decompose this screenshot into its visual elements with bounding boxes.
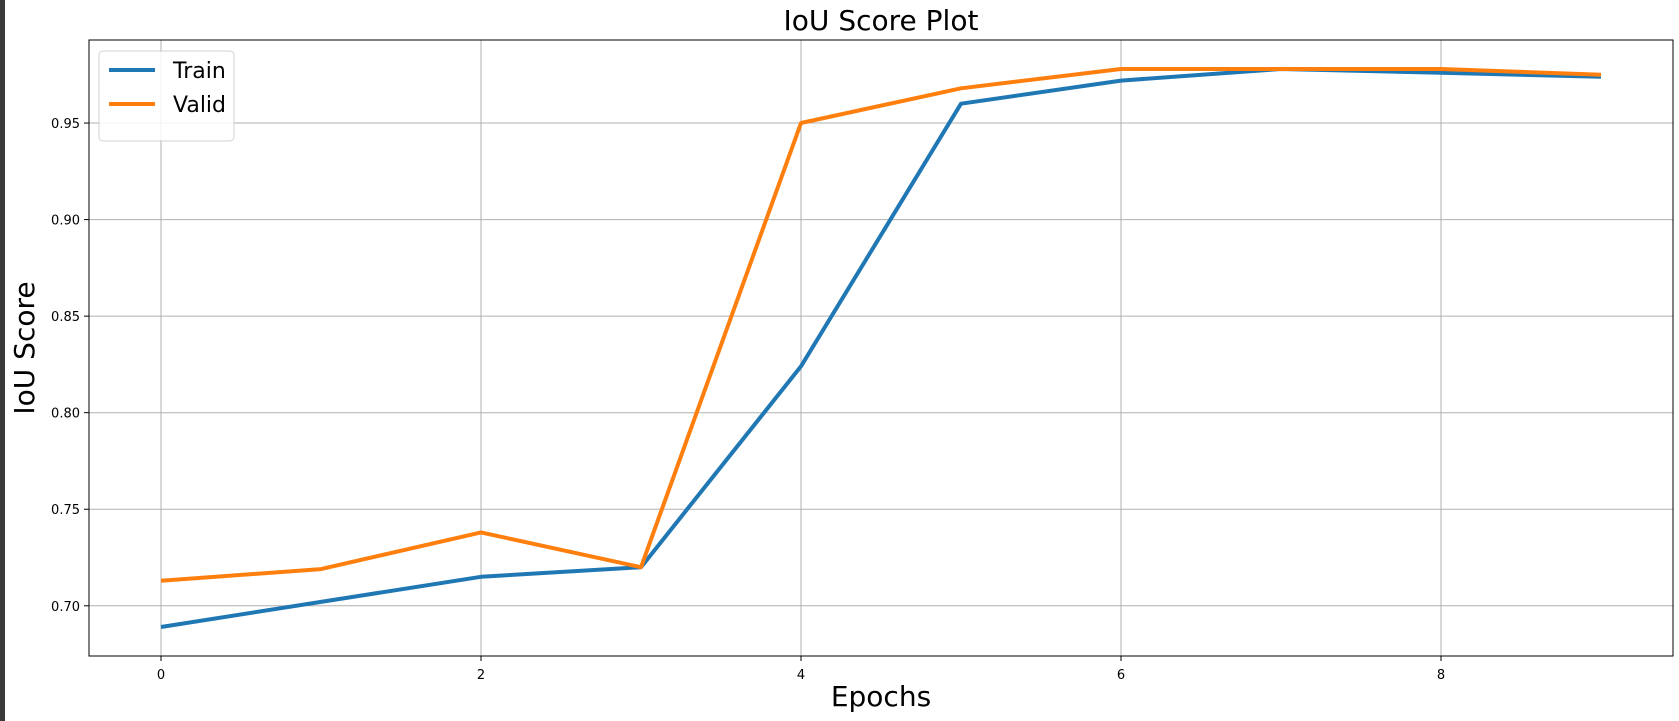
y-tick-label: 0.75 xyxy=(51,503,80,518)
legend-label-valid: Valid xyxy=(173,93,226,118)
series-line-train xyxy=(160,67,1602,629)
legend-box xyxy=(98,50,235,142)
x-tick-label: 2 xyxy=(477,668,485,683)
legend-label-train: Train xyxy=(172,59,226,84)
y-tick-label: 0.70 xyxy=(51,600,80,615)
x-tick-label: 4 xyxy=(797,668,805,683)
y-tick-label: 0.80 xyxy=(51,407,80,422)
legend: Train Valid xyxy=(98,50,235,142)
x-axis-title: Epochs xyxy=(831,680,931,713)
chart-title: IoU Score Plot xyxy=(784,4,979,37)
y-tick-label: 0.90 xyxy=(51,214,80,229)
data-series xyxy=(160,67,1602,629)
axis-ticks: 0 2 4 6 8 0.70 0.75 0.80 0.85 0.90 0.95 xyxy=(51,117,1445,683)
x-tick-label: 0 xyxy=(157,668,165,683)
grid xyxy=(89,40,1673,656)
y-tick-label: 0.85 xyxy=(51,310,80,325)
x-tick-label: 8 xyxy=(1437,668,1445,683)
y-tick-label: 0.95 xyxy=(51,117,80,132)
y-axis-title: IoU Score xyxy=(8,281,41,414)
window-edge xyxy=(0,0,5,721)
series-line-valid xyxy=(160,67,1602,583)
x-tick-label: 6 xyxy=(1117,668,1125,683)
plot-area xyxy=(88,39,1674,657)
